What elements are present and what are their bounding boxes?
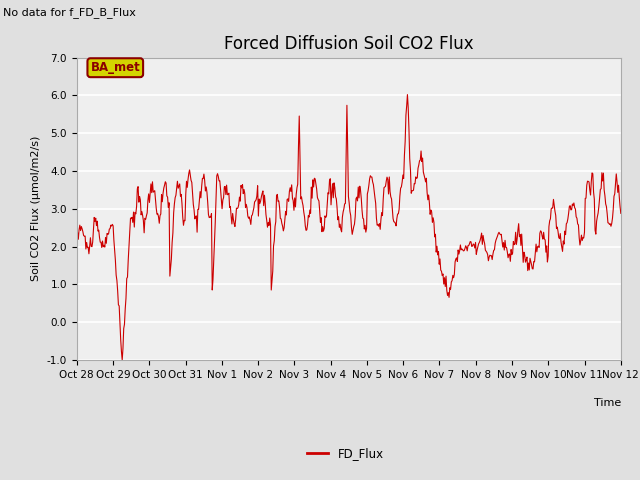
Y-axis label: Soil CO2 Flux (μmol/m2/s): Soil CO2 Flux (μmol/m2/s): [31, 136, 41, 281]
Legend: FD_Flux: FD_Flux: [303, 442, 388, 465]
Title: Forced Diffusion Soil CO2 Flux: Forced Diffusion Soil CO2 Flux: [224, 35, 474, 53]
Text: BA_met: BA_met: [90, 61, 140, 74]
Text: Time: Time: [593, 398, 621, 408]
Text: No data for f_FD_B_Flux: No data for f_FD_B_Flux: [3, 7, 136, 18]
